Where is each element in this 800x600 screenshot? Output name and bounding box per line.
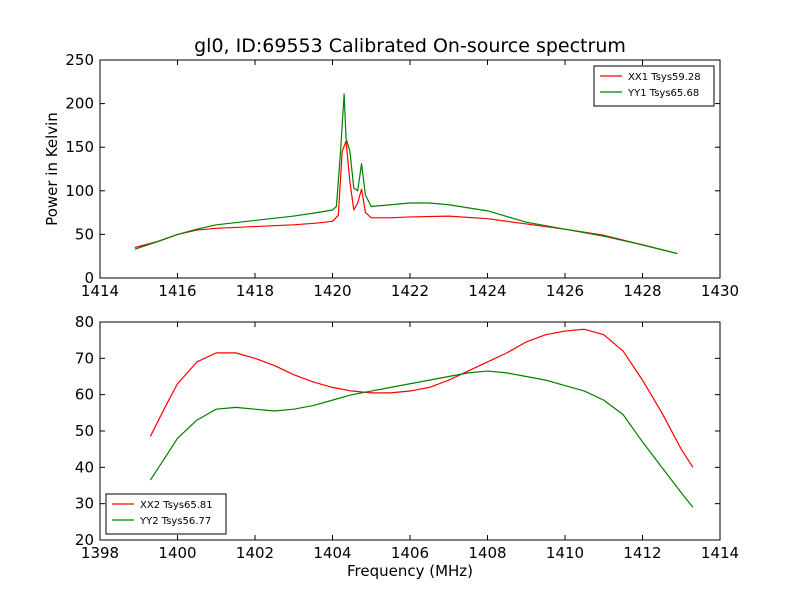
top-y-tick-label: 100 <box>65 182 94 200</box>
top-x-tick-label: 1422 <box>391 282 429 300</box>
top-x-tick-label: 1426 <box>546 282 584 300</box>
bottom-y-tick-label: 80 <box>75 313 94 331</box>
bottom-y-tick-label: 20 <box>75 531 94 549</box>
top-x-tick-label: 1418 <box>236 282 274 300</box>
top-legend-box <box>593 65 715 107</box>
top-legend-label-1: XX1 Tsys59.28 <box>628 72 701 83</box>
top-x-tick-label: 1414 <box>81 282 119 300</box>
bottom-series-line-2 <box>149 370 694 508</box>
bottom-x-axis-label: Frequency (MHz) <box>347 562 473 580</box>
bottom-y-tick-label: 50 <box>75 422 94 440</box>
top-x-tick-label: 1430 <box>701 282 739 300</box>
bottom-x-tick-label: 1408 <box>468 544 506 562</box>
bottom-legend-label-1: XX2 Tsys65.81 <box>140 500 213 511</box>
bottom-legend-box <box>105 493 227 535</box>
bottom-x-tick-label: 1400 <box>158 544 196 562</box>
bottom-x-tick-label: 1412 <box>623 544 661 562</box>
bottom-legend-label-2: YY2 Tsys56.77 <box>139 516 211 527</box>
top-x-tick-label: 1416 <box>158 282 196 300</box>
bottom-series-line-1 <box>149 328 694 468</box>
bottom-x-tick-label: 1406 <box>391 544 429 562</box>
bottom-x-tick-label: 1404 <box>313 544 351 562</box>
bottom-legend: XX2 Tsys65.81 YY2 Tsys56.77 <box>105 493 227 535</box>
bottom-x-tick-label: 1414 <box>701 544 739 562</box>
bottom-y-tick-label: 70 <box>75 349 94 367</box>
top-y-tick-label: 50 <box>75 225 94 243</box>
bottom-y-tick-label: 40 <box>75 458 94 476</box>
top-chart-title: gl0, ID:69553 Calibrated On-source spect… <box>194 35 626 57</box>
top-y-tick-label: 0 <box>84 269 94 287</box>
top-y-tick-label: 150 <box>65 138 94 156</box>
bottom-x-tick-label: 1402 <box>236 544 274 562</box>
top-legend-label-2: YY1 Tsys65.68 <box>627 88 699 99</box>
top-x-tick-label: 1428 <box>623 282 661 300</box>
top-x-tick-label: 1424 <box>468 282 506 300</box>
bottom-y-tick-label: 60 <box>75 386 94 404</box>
top-series-line-2 <box>134 93 678 255</box>
top-y-axis-label: Power in Kelvin <box>43 112 61 226</box>
bottom-y-tick-label: 30 <box>75 495 94 513</box>
top-legend: XX1 Tsys59.28 YY1 Tsys65.68 <box>593 65 715 107</box>
top-spectrum-plot: 1414 1416 1418 1420 1422 1424 1426 1428 1430 0 50 1… <box>43 35 739 300</box>
top-y-tick-label: 250 <box>65 51 94 69</box>
bottom-x-tick-label: 1398 <box>81 544 119 562</box>
top-x-tick-label: 1420 <box>313 282 351 300</box>
top-series-line-1 <box>134 140 678 255</box>
bottom-spectrum-plot: 1398 1400 1402 1404 1406 1408 1410 1412 1414 20 30… <box>75 313 739 580</box>
bottom-x-tick-label: 1410 <box>546 544 584 562</box>
top-y-tick-label: 200 <box>65 95 94 113</box>
